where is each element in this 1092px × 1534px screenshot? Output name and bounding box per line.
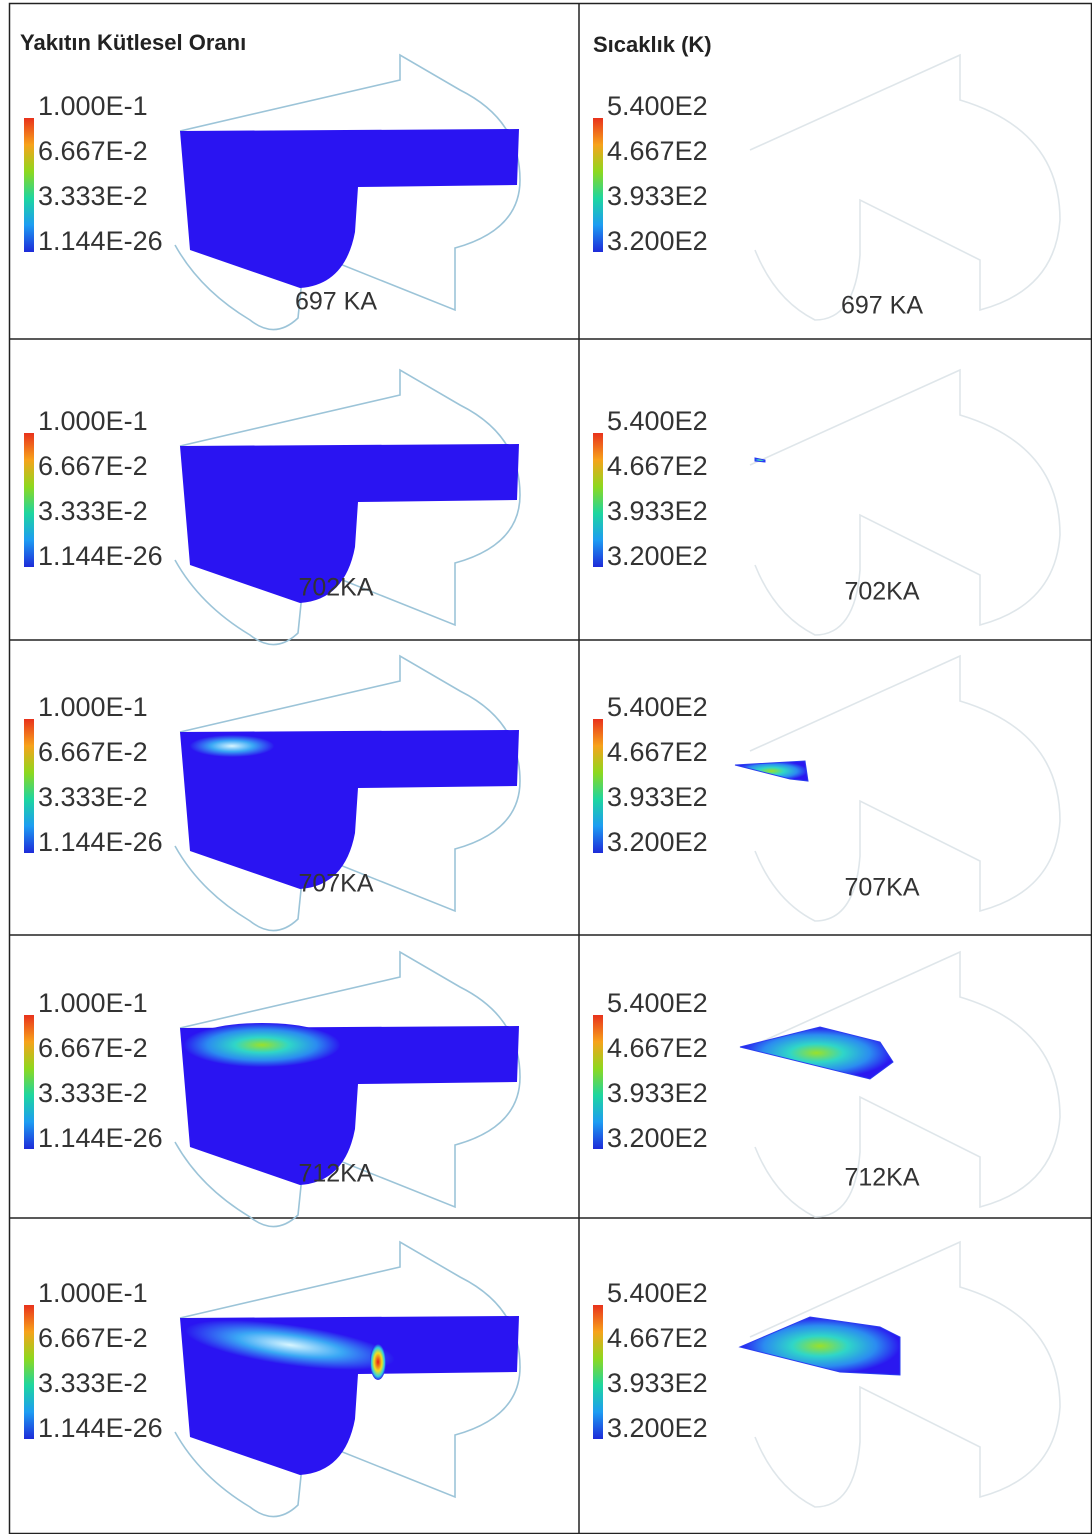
fuel-plume: [185, 1320, 395, 1370]
fuel-plume: [190, 735, 274, 757]
domain-outline: [749, 1240, 1061, 1508]
column-header: Yakıtın Kütlesel Oranı: [20, 30, 246, 55]
current-label: 712KA: [298, 1160, 373, 1188]
legend-label: 1.000E-1: [38, 692, 148, 722]
domain-outline: [749, 654, 1061, 922]
current-label: 702KA: [844, 578, 919, 606]
contour-domain: [180, 129, 519, 288]
legend-label: 5.400E2: [607, 1278, 708, 1308]
legend-label: 6.667E-2: [38, 1323, 148, 1353]
row: 1.000E-1 6.667E-2 3.333E-2 1.144E-26 697 KA 5…: [24, 288, 1061, 646]
legend-label: 6.667E-2: [38, 136, 148, 166]
legend-label: 6.667E-2: [38, 737, 148, 767]
temperature-spray: [734, 760, 809, 782]
colorbar: [24, 719, 34, 853]
legend-label: 3.200E2: [607, 1413, 708, 1443]
colorbar: [24, 1305, 34, 1439]
legend-label: 3.200E2: [607, 226, 708, 256]
legend-label: 3.333E-2: [38, 1368, 148, 1398]
legend-label: 3.333E-2: [38, 181, 148, 211]
legend-label: 1.144E-26: [38, 1123, 163, 1153]
legend-label: 3.933E2: [607, 1368, 708, 1398]
domain-outline: [749, 950, 1061, 1218]
fuel-hotspot: [370, 1344, 386, 1380]
legend-label: 3.333E-2: [38, 496, 148, 526]
legend-label: 4.667E2: [607, 1323, 708, 1353]
legend-label: 1.000E-1: [38, 406, 148, 436]
current-label: 712KA: [844, 1164, 919, 1192]
legend-label: 5.400E2: [607, 406, 708, 436]
contour-domain: [180, 444, 519, 603]
current-label: 707KA: [298, 870, 373, 898]
row: 1.000E-1 6.667E-2 3.333E-2 1.144E-26 702KA 5.…: [24, 574, 1061, 932]
legend-label: 4.667E2: [607, 1033, 708, 1063]
temperature-spray: [739, 1026, 894, 1080]
colorbar: [593, 1015, 603, 1149]
domain-outline: [749, 53, 1061, 321]
current-label: 702KA: [298, 574, 373, 602]
legend-label: 3.933E2: [607, 181, 708, 211]
row: 1.000E-1 6.667E-2 3.333E-2 1.144E-26 692 KA 5…: [24, 0, 1061, 331]
row: 1.000E-1 6.667E-2 3.333E-2 1.144E-26 712KA 5.…: [24, 1160, 1061, 1518]
colorbar: [24, 433, 34, 567]
legend-label: 5.400E2: [607, 692, 708, 722]
domain-outline: [174, 53, 521, 331]
row: 1.000E-1 6.667E-2 3.333E-2 1.144E-26 707KA 5.…: [24, 870, 1061, 1228]
colorbar: [593, 118, 603, 252]
legend-label: 5.400E2: [607, 91, 708, 121]
colorbar: [593, 433, 603, 567]
colorbar: [24, 1015, 34, 1149]
contour-domain: [180, 730, 519, 889]
current-label: 707KA: [844, 874, 919, 902]
legend-label: 1.144E-26: [38, 1413, 163, 1443]
legend-label: 3.200E2: [607, 541, 708, 571]
legend-label: 1.144E-26: [38, 226, 163, 256]
domain-outline: [174, 368, 521, 646]
colorbar: [593, 719, 603, 853]
current-label: 692 KA: [841, 0, 923, 5]
domain-outline: [174, 654, 521, 932]
legend-label: 1.000E-1: [38, 988, 148, 1018]
legend-label: 6.667E-2: [38, 1033, 148, 1063]
legend-label: 1.000E-1: [38, 1278, 148, 1308]
legend-label: 3.200E2: [607, 827, 708, 857]
current-label: 692 KA: [295, 0, 377, 1]
legend-label: 3.933E2: [607, 1078, 708, 1108]
legend-label: 5.400E2: [607, 988, 708, 1018]
legend-label: 3.933E2: [607, 782, 708, 812]
temperature-spray: [754, 457, 766, 463]
domain-outline: [174, 1240, 521, 1518]
legend-label: 1.144E-26: [38, 827, 163, 857]
current-label: 697 KA: [295, 288, 377, 316]
legend-label: 6.667E-2: [38, 451, 148, 481]
domain-outline: [749, 368, 1061, 636]
colorbar: [24, 118, 34, 252]
legend-label: 3.333E-2: [38, 782, 148, 812]
fuel-plume: [184, 1023, 340, 1067]
legend-label: 1.144E-26: [38, 541, 163, 571]
legend-label: 3.933E2: [607, 496, 708, 526]
legend-label: 4.667E2: [607, 737, 708, 767]
temperature-spray: [738, 1316, 901, 1376]
legend-label: 1.000E-1: [38, 91, 148, 121]
legend-label: 4.667E2: [607, 451, 708, 481]
legend-label: 3.333E-2: [38, 1078, 148, 1108]
legend-label: 3.200E2: [607, 1123, 708, 1153]
legend-label: 4.667E2: [607, 136, 708, 166]
table-border: [8, 2, 1092, 1534]
current-label: 697 KA: [841, 292, 923, 320]
domain-outline: [174, 950, 521, 1228]
colorbar: [593, 1305, 603, 1439]
column-header: Sıcaklık (K): [593, 32, 712, 57]
